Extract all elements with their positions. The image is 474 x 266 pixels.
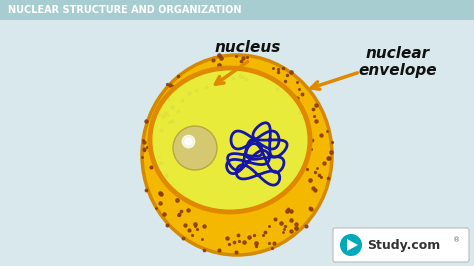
Ellipse shape xyxy=(150,68,310,212)
FancyBboxPatch shape xyxy=(333,228,469,262)
Circle shape xyxy=(173,126,217,170)
Ellipse shape xyxy=(142,55,332,255)
Text: nuclear
envelope: nuclear envelope xyxy=(359,46,438,78)
Text: nucleus: nucleus xyxy=(215,40,281,56)
Bar xyxy=(0,0,474,20)
Polygon shape xyxy=(347,239,358,251)
Text: NUCLEAR STRUCTURE AND ORGANIZATION: NUCLEAR STRUCTURE AND ORGANIZATION xyxy=(8,5,241,15)
Text: ®: ® xyxy=(453,237,460,243)
Text: Study.com: Study.com xyxy=(367,239,440,251)
Circle shape xyxy=(340,234,362,256)
